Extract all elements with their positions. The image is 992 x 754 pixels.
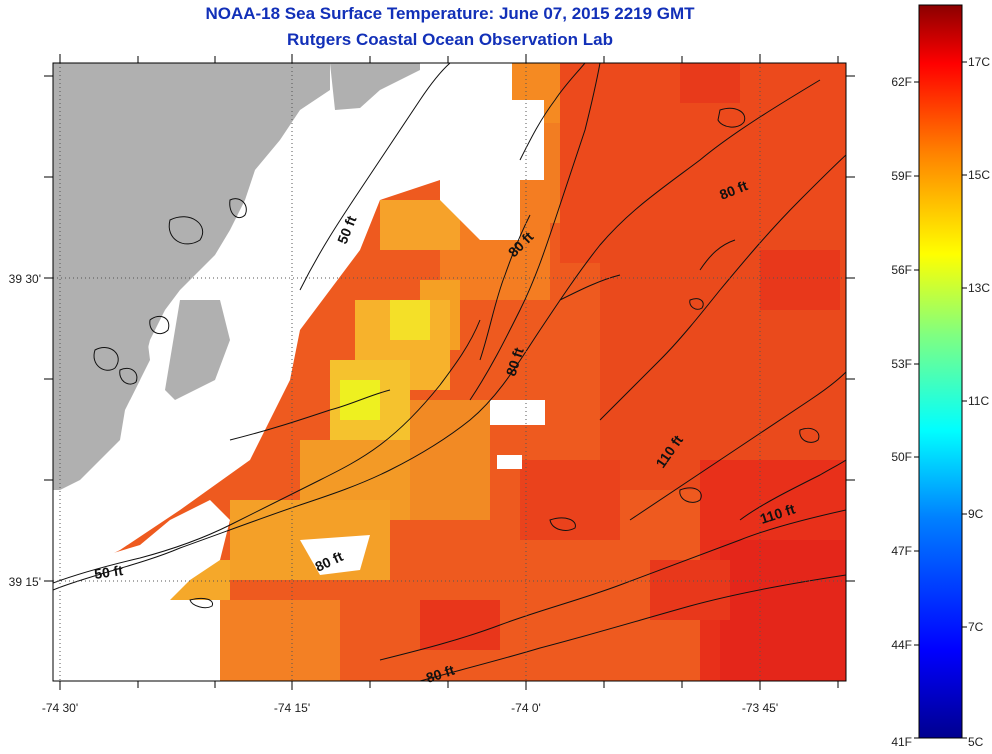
- y-tick-label: 39 15': [9, 575, 41, 589]
- colorbar-c-label: 5C: [968, 735, 984, 749]
- x-tick-label: -73 45': [742, 701, 778, 715]
- colorbar: [918, 4, 963, 739]
- colorbar-c-label: 17C: [968, 55, 990, 69]
- x-tick-label: -74 0': [511, 701, 541, 715]
- map-title: NOAA-18 Sea Surface Temperature: June 07…: [205, 4, 695, 23]
- bathymetry-contours: [53, 63, 846, 681]
- colorbar-c-label: 9C: [968, 507, 984, 521]
- colorbar-f-label: 47F: [891, 544, 912, 558]
- grid-lines: [53, 63, 846, 681]
- colorbar-f-label: 53F: [891, 357, 912, 371]
- colorbar-f-label: 50F: [891, 450, 912, 464]
- x-tick-label: -74 15': [274, 701, 310, 715]
- contour-label: 50 ft: [93, 562, 124, 582]
- tick-marks: [44, 54, 855, 690]
- colorbar-c-label: 13C: [968, 281, 990, 295]
- sst-warm-blocks: [420, 63, 846, 681]
- colorbar-f-label: 44F: [891, 638, 912, 652]
- x-tick-label: -74 30': [42, 701, 78, 715]
- colorbar-c-label: 7C: [968, 620, 984, 634]
- colorbar-f-label: 62F: [891, 75, 912, 89]
- y-tick-label: 39 30': [9, 272, 41, 286]
- map-panel: [53, 63, 846, 681]
- map-frame: [52, 62, 847, 682]
- colorbar-f-label: 59F: [891, 169, 912, 183]
- map-subtitle: Rutgers Coastal Ocean Observation Lab: [287, 30, 613, 49]
- colorbar-f-label: 56F: [891, 263, 912, 277]
- colorbar-ticks: [914, 61, 967, 739]
- colorbar-f-label: 41F: [891, 735, 912, 749]
- colorbar-c-label: 15C: [968, 168, 990, 182]
- colorbar-c-label: 11C: [968, 394, 989, 408]
